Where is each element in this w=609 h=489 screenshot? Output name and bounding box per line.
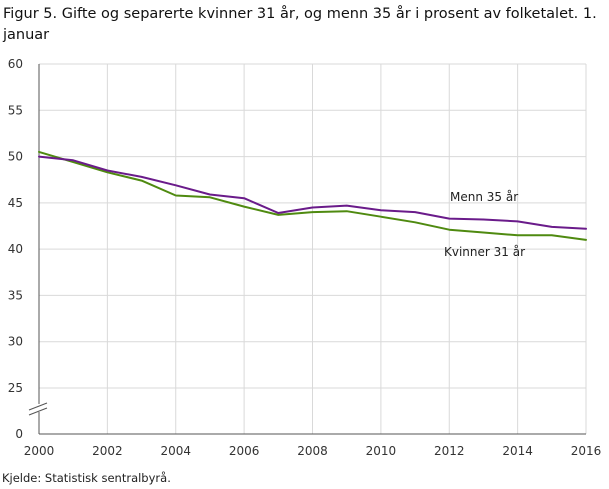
y-tick-label: 40 — [8, 242, 23, 256]
source-note: Kjelde: Statistisk sentralbyrå. — [2, 471, 171, 485]
y-tick-label: 35 — [8, 288, 23, 302]
x-tick-label: 2000 — [24, 444, 55, 458]
axis-break-mark — [28, 402, 48, 411]
series-lines — [38, 150, 587, 241]
series-labels: Menn 35 år Kvinner 31 år — [444, 190, 525, 259]
y-tick-label: 50 — [8, 150, 23, 164]
series-label-menn: Menn 35 år — [450, 190, 518, 204]
x-tick-label: 2012 — [434, 444, 465, 458]
y-tick-label: 60 — [8, 57, 23, 71]
y-tick-label: 45 — [8, 196, 23, 210]
x-tick-label: 2006 — [229, 444, 260, 458]
x-tick-label: 2002 — [92, 444, 123, 458]
axis-break-mark — [28, 407, 48, 416]
y-tick-label: 0 — [15, 427, 23, 441]
series-line-menn — [38, 155, 587, 230]
x-tick-label: 2008 — [297, 444, 328, 458]
chart-title: Figur 5. Gifte og separerte kvinner 31 å… — [3, 6, 597, 43]
axis-break-mask — [27, 404, 51, 412]
y-tick-label: 30 — [8, 335, 23, 349]
axes — [27, 64, 586, 435]
x-tick-label: 2010 — [366, 444, 397, 458]
x-tick-label: 2016 — [571, 444, 602, 458]
series-line-kvinner — [38, 150, 587, 241]
y-tick-labels: 0 25 30 35 40 45 50 55 60 — [8, 57, 23, 441]
x-tick-label: 2004 — [160, 444, 191, 458]
grid-lines — [38, 63, 587, 434]
y-tick-label: 25 — [8, 381, 23, 395]
y-tick-label: 55 — [8, 103, 23, 117]
x-tick-labels: 2000 2002 2004 2006 2008 2010 2012 2014 2016 — [24, 444, 602, 458]
series-label-kvinner: Kvinner 31 år — [444, 245, 525, 259]
x-tick-label: 2014 — [502, 444, 533, 458]
